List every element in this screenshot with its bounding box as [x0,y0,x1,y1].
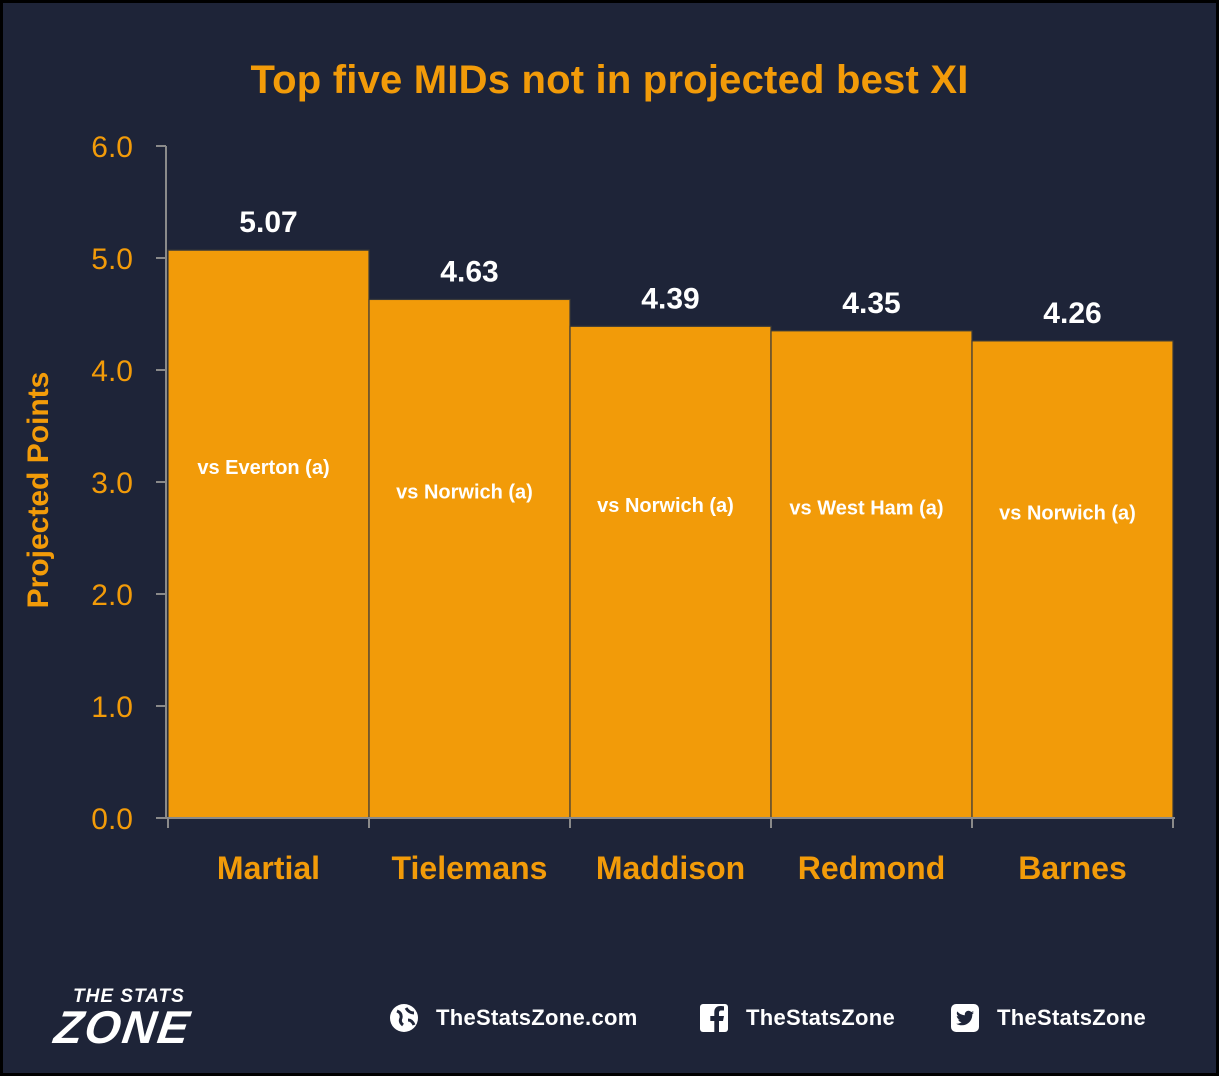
data-label: 4.63 [440,255,498,288]
x-tick-label: Martial [217,850,320,886]
bar-annotation: vs West Ham (a) [789,497,943,519]
data-label: 5.07 [239,206,297,239]
stats-zone-logo: THE STATS ZONE [51,986,266,1053]
website-link[interactable]: TheStatsZone.com [388,1002,638,1034]
y-tick-label: 1.0 [91,691,133,724]
website-text: TheStatsZone.com [436,1005,638,1030]
logo-main-text: ZONE [51,1001,195,1053]
bar-barnes [971,340,1174,819]
x-tick-label: Barnes [1018,850,1127,886]
bar-annotation: vs Norwich (a) [999,502,1136,524]
x-tick-label: Tielemans [392,850,548,886]
data-label: 4.35 [842,287,900,320]
y-tick-label: 5.0 [91,243,133,276]
x-tick-label: Maddison [596,850,745,886]
twitter-link[interactable]: TheStatsZone [949,1002,1146,1034]
data-label: 4.26 [1043,297,1101,330]
globe-icon [388,1002,420,1034]
bar-tielemans [368,298,571,819]
y-tick-label: 6.0 [91,131,133,164]
bar-annotation: vs Norwich (a) [597,495,734,517]
twitter-text: TheStatsZone [997,1005,1147,1030]
bar-martial [167,249,370,819]
footer: THE STATS ZONE TheStatsZone.com TheStats… [3,978,1216,1068]
bar-maddison [569,325,772,819]
data-label: 4.39 [641,282,699,315]
logo-top-text: THE STATS [73,986,185,1007]
bar-annotation: vs Everton (a) [197,457,329,479]
facebook-link[interactable]: TheStatsZone [698,1002,895,1034]
y-tick-label: 3.0 [91,467,133,500]
twitter-icon [949,1002,981,1034]
y-tick-label: 4.0 [91,355,133,388]
x-tick-label: Redmond [798,850,946,886]
y-tick-label: 0.0 [91,803,133,836]
bar-annotation: vs Norwich (a) [396,482,533,504]
facebook-icon [698,1002,730,1034]
facebook-text: TheStatsZone [746,1005,896,1030]
y-axis-label: Projected Points [22,372,55,609]
bar-redmond [770,330,973,819]
y-tick-label: 2.0 [91,579,133,612]
bar-chart: 0.0 1.0 2.0 3.0 4.0 5.0 6.0 Martial 5.07 vs Evert… [22,131,1175,886]
chart-title: Top five MIDs not in projected best XI [250,58,969,102]
